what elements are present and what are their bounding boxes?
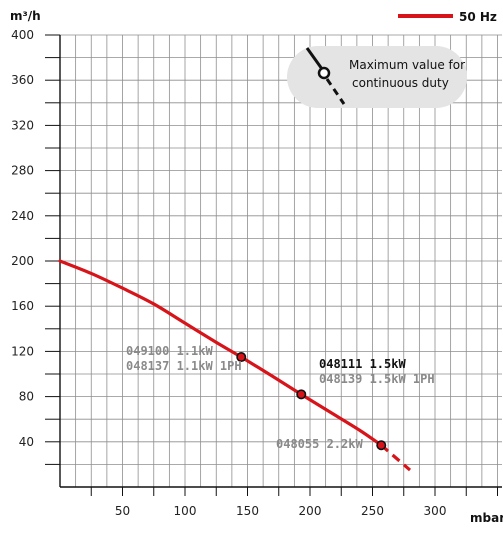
data-point-marker	[236, 352, 247, 363]
max-duty-annotation: Maximum value for continuous duty	[287, 46, 467, 108]
data-point-label: 048111 1.5kW	[319, 357, 406, 371]
data-point-marker	[376, 440, 387, 451]
y-tick-label: 160	[11, 299, 34, 313]
y-tick-label: 40	[19, 435, 34, 449]
dashed-probe-icon	[305, 47, 346, 105]
y-tick-label: 280	[11, 164, 34, 178]
y-axis-unit-label: m³/h	[10, 9, 41, 23]
y-tick-label: 80	[19, 390, 34, 404]
data-point-label: 048139 1.5kW 1PH	[319, 372, 435, 386]
annotation-line-2: continuous duty	[352, 76, 449, 90]
series-line	[58, 259, 383, 447]
legend: 50 Hz	[398, 10, 497, 24]
y-tick-label: 200	[11, 254, 34, 268]
data-point-label: 049100 1.1kW	[126, 344, 213, 358]
data-point-marker	[296, 389, 307, 400]
x-tick-label: 250	[361, 504, 384, 518]
y-tick-label: 120	[11, 344, 34, 358]
y-tick-label: 360	[11, 73, 34, 87]
data-point-label: 048137 1.1kW 1PH	[126, 359, 242, 373]
y-tick-label: 320	[11, 118, 34, 132]
legend-label: 50 Hz	[459, 10, 497, 24]
annotation-box	[287, 46, 467, 108]
annotation-line-1: Maximum value for	[349, 58, 465, 72]
y-tick-label: 400	[11, 28, 34, 42]
data-point-label: 048055 2.2kW	[276, 437, 363, 451]
x-axis-unit-label: mbar	[470, 511, 503, 525]
x-tick-label: 300	[424, 504, 447, 518]
series-continuation-dashed	[380, 443, 412, 472]
x-tick-label: 50	[115, 504, 130, 518]
x-tick-label: 100	[174, 504, 197, 518]
series-layer	[58, 259, 412, 472]
y-tick-label: 240	[11, 209, 34, 223]
axes: 40 80 120 160 200 240 280 320 360 400 50 100 150 200 2…	[11, 28, 502, 518]
x-tick-label: 150	[236, 504, 259, 518]
x-tick-label: 200	[299, 504, 322, 518]
